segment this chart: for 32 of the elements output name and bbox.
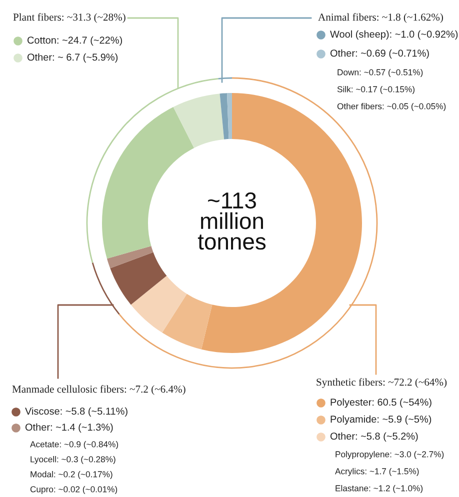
legend-label: Other: ~ 6.7 (~5.9%)	[27, 53, 118, 63]
text: Cupro: ~0.02 (~0.01%)	[30, 486, 118, 494]
legend-label: Wool (sheep): ~1.0 (~0.92%)	[330, 30, 458, 40]
text: Synthetic fibers: ~72.2 (~64%)	[316, 378, 447, 388]
text: Down: ~0.57 (~0.51%)	[338, 68, 423, 78]
donut-slice	[220, 93, 229, 140]
legend-label: Other: ~1.4 (~1.3%)	[25, 423, 113, 433]
text: Acrylics: ~1.7 (~1.5%)	[335, 468, 419, 476]
legend-label: Cotton: ~24.7 (~22%)	[28, 36, 122, 46]
text: Plant fibers: ~31.3 (~28%)	[13, 13, 126, 23]
donut-slice	[102, 107, 194, 259]
text: Lyocell: ~0.3 (~0.28%)	[30, 456, 116, 464]
legend-label: Other: ~0.69 (~0.71%)	[330, 49, 429, 59]
legend-label: Polyester: 60.5 (~54%)	[330, 398, 432, 408]
text: Manmade cellulosic fibers: ~7.2 (~6.4%)	[12, 385, 186, 395]
legend-label: Other: ~5.8 (~5.2%)	[330, 432, 418, 442]
donut-slice	[106, 246, 154, 268]
text: Animal fibers: ~1.8 (~1.62%)	[318, 13, 443, 23]
donut-slice	[173, 94, 224, 148]
donut-slice	[162, 294, 212, 350]
text: Elastane: ~1.2 (~1.0%)	[336, 484, 423, 494]
legend-label: Polyamide: ~5.9 (~5%)	[330, 415, 432, 425]
text: Other fibers: ~0.05 (~0.05%)	[337, 102, 446, 112]
donut-slice	[110, 252, 167, 305]
text: Silk: ~0.17 (~0.15%)	[337, 86, 414, 94]
text: ~113 million tonnes	[198, 192, 266, 250]
legend-label: Viscose: ~5.8 (~5.11%)	[25, 407, 128, 417]
donut-slice	[226, 93, 232, 140]
donut-slice	[130, 276, 187, 333]
text: Polypropylene: ~3.0 (~2.7%)	[336, 450, 444, 460]
text: Acetate: ~0.9 (~0.84%)	[30, 440, 118, 450]
text: Modal: ~0.2 (~0.17%)	[30, 470, 112, 480]
